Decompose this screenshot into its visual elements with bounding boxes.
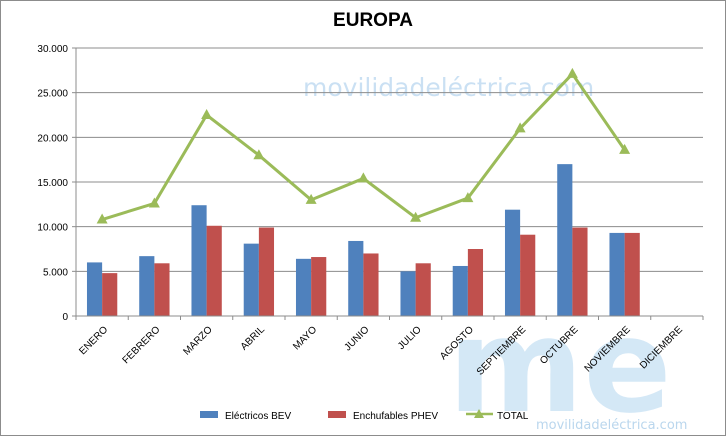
legend: Eléctricos BEV Enchufables PHEV TOTAL	[200, 409, 529, 422]
bar-bev	[400, 271, 416, 316]
bars	[86, 164, 640, 316]
watermark-top-text: movilidadeléctrica.com	[303, 73, 594, 102]
bar-phev	[258, 227, 275, 316]
bar-phev	[415, 263, 431, 316]
y-tick-label: 0	[62, 312, 68, 323]
legend-swatch-total-marker	[474, 409, 484, 418]
y-tick-label: 5.000	[43, 267, 68, 278]
x-tick-label: MARZO	[181, 324, 214, 357]
x-tick-label: ENERO	[77, 324, 110, 357]
y-tick-label: 30.000	[37, 44, 68, 55]
bar-phev	[624, 232, 640, 316]
bar-phev	[102, 273, 118, 316]
legend-label-bev: Eléctricos BEV	[225, 411, 291, 422]
total-point	[619, 143, 631, 154]
bar-bev	[557, 164, 573, 316]
x-tick-label: JULIO	[396, 324, 424, 352]
bar-bev	[348, 240, 364, 316]
chart-title: EUROPA	[333, 10, 413, 31]
watermark-bottom-text: movilidadeléctrica.com	[536, 418, 687, 433]
x-tick-label: ABRIL	[239, 324, 268, 353]
bar-phev	[520, 234, 536, 316]
x-tick-label: FEBRERO	[121, 324, 163, 366]
bar-bev	[243, 243, 259, 316]
bar-phev	[311, 257, 327, 316]
total-point	[305, 193, 317, 204]
gridlines	[72, 47, 703, 317]
x-tick-label: JUNIO	[343, 324, 372, 353]
bar-bev	[86, 262, 103, 316]
bar-bev	[191, 205, 207, 316]
bar-bev	[609, 232, 625, 316]
bar-bev	[295, 258, 312, 316]
total-point	[514, 122, 526, 133]
total-point	[148, 197, 160, 208]
total-point	[410, 211, 422, 222]
legend-swatch-bev	[200, 411, 218, 418]
bar-phev	[206, 225, 222, 316]
bar-bev	[504, 209, 521, 316]
total-point	[462, 192, 474, 203]
legend-swatch-phev	[328, 411, 346, 418]
bar-bev	[139, 256, 155, 316]
y-axis-ticks: 0 5.000 10.000 15.000 20.000 25.000 30.000	[37, 44, 68, 323]
y-tick-label: 10.000	[37, 223, 68, 234]
x-axis	[75, 48, 704, 320]
total-line	[96, 67, 631, 224]
y-tick-label: 25.000	[37, 89, 68, 100]
bar-phev	[154, 263, 170, 316]
bar-bev	[452, 265, 468, 316]
legend-label-total: TOTAL	[497, 411, 529, 422]
x-tick-label: MAYO	[291, 324, 319, 352]
total-point	[357, 172, 369, 183]
bar-phev	[363, 253, 379, 316]
legend-label-phev: Enchufables PHEV	[353, 411, 438, 422]
y-tick-label: 15.000	[37, 178, 68, 189]
y-tick-label: 20.000	[37, 133, 68, 144]
total-point	[96, 213, 108, 224]
total-point	[253, 149, 265, 160]
bar-phev	[572, 227, 588, 316]
total-point	[566, 67, 578, 78]
bar-phev	[467, 249, 484, 316]
total-point	[201, 109, 213, 119]
